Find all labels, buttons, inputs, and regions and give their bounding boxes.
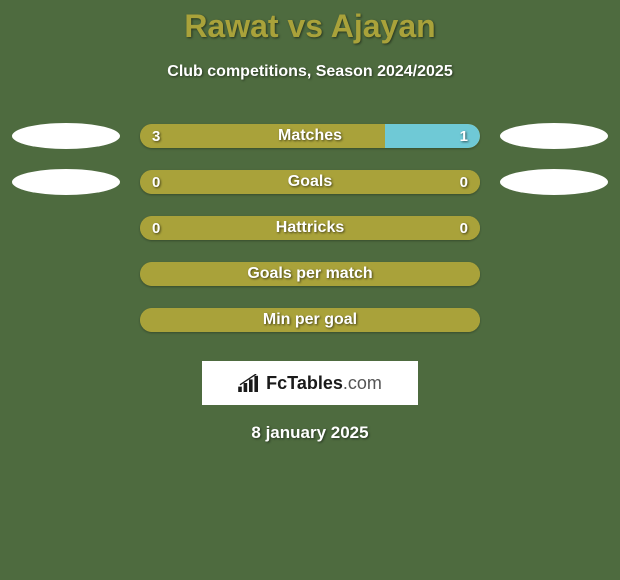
stat-bar: Min per goal bbox=[140, 308, 480, 332]
comparison-row: 3 1 Matches bbox=[0, 113, 620, 159]
stat-value-right: 1 bbox=[460, 128, 468, 145]
stat-label: Matches bbox=[278, 127, 342, 145]
comparison-rows: 3 1 Matches 0 0 Goals 0 0 Hattricks Goals per mat… bbox=[0, 113, 620, 343]
stat-label: Min per goal bbox=[263, 311, 357, 329]
stat-label: Goals bbox=[288, 173, 332, 191]
player-right-oval-icon bbox=[500, 123, 608, 149]
date-text: 8 january 2025 bbox=[0, 423, 620, 443]
comparison-row: Min per goal bbox=[0, 297, 620, 343]
player-left-oval-icon bbox=[12, 123, 120, 149]
logo-text: FcTables.com bbox=[266, 373, 382, 394]
stat-bar: 3 1 Matches bbox=[140, 124, 480, 148]
stat-value-right: 0 bbox=[460, 174, 468, 191]
comparison-row: 0 0 Goals bbox=[0, 159, 620, 205]
logo-box: FcTables.com bbox=[202, 361, 418, 405]
logo-chart-icon bbox=[238, 374, 260, 392]
stat-bar: 0 0 Hattricks bbox=[140, 216, 480, 240]
stat-value-left: 3 bbox=[152, 128, 160, 145]
stat-bar: 0 0 Goals bbox=[140, 170, 480, 194]
player-right-oval-icon bbox=[500, 169, 608, 195]
stat-value-left: 0 bbox=[152, 220, 160, 237]
stat-value-right: 0 bbox=[460, 220, 468, 237]
subtitle: Club competitions, Season 2024/2025 bbox=[0, 63, 620, 81]
stat-bar: Goals per match bbox=[140, 262, 480, 286]
bar-fill-left bbox=[140, 124, 385, 148]
stat-value-left: 0 bbox=[152, 174, 160, 191]
logo-suffix: .com bbox=[343, 373, 382, 393]
comparison-row: 0 0 Hattricks bbox=[0, 205, 620, 251]
logo-prefix: Fc bbox=[266, 373, 287, 393]
comparison-row: Goals per match bbox=[0, 251, 620, 297]
logo-main: Tables bbox=[287, 373, 343, 393]
page-title: Rawat vs Ajayan bbox=[0, 0, 620, 45]
stat-label: Goals per match bbox=[247, 265, 372, 283]
player-left-oval-icon bbox=[12, 169, 120, 195]
comparison-container: Rawat vs Ajayan Club competitions, Seaso… bbox=[0, 0, 620, 580]
stat-label: Hattricks bbox=[276, 219, 344, 237]
